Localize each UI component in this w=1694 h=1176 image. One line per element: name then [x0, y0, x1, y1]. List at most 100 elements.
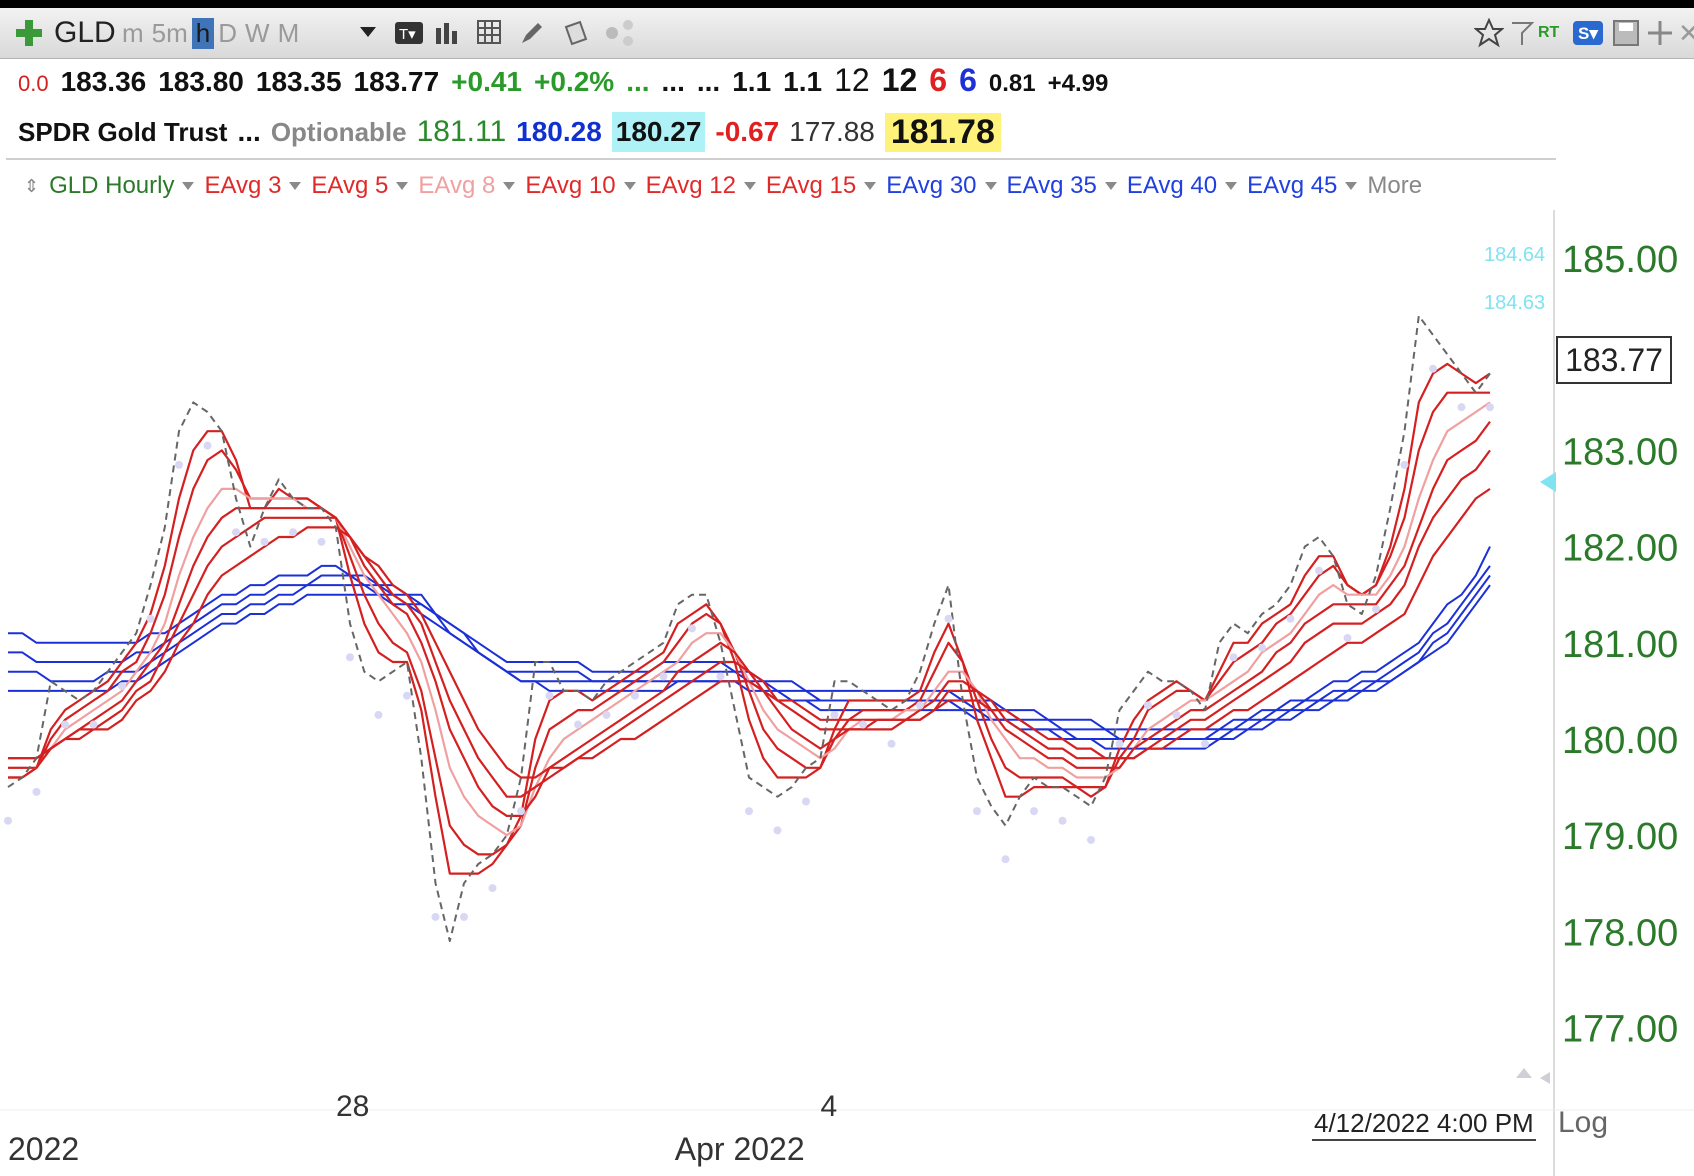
draw-pencil-icon[interactable]	[518, 16, 546, 50]
crosshair-date-label: 4/12/2022 4:00 PM	[1312, 1108, 1536, 1141]
favorite-star-icon[interactable]	[1474, 16, 1504, 50]
legend-more-button[interactable]: More	[1367, 172, 1423, 199]
open-value: 183.36	[60, 66, 147, 97]
legend-item-eavg[interactable]: EAvg 12	[646, 172, 756, 200]
legend-item-label: EAvg 8	[418, 172, 496, 199]
stat-value: 0.81	[988, 70, 1036, 97]
period-button[interactable]: W	[245, 17, 270, 48]
high-value: 183.80	[158, 66, 244, 97]
price-point	[916, 701, 924, 710]
price-point	[1286, 614, 1295, 623]
price-point	[1144, 701, 1152, 710]
chevron-down-icon[interactable]	[864, 182, 877, 190]
chart-window	[0, 8, 1694, 1176]
legend-item-label: EAvg 5	[311, 172, 389, 199]
period-button[interactable]: D	[218, 17, 238, 48]
y-tick-label: 179.00	[1562, 816, 1678, 858]
price-value-highlighted: 181.78	[884, 112, 1001, 152]
notes-icon[interactable]	[562, 16, 590, 50]
chevron-down-icon[interactable]	[984, 182, 997, 190]
period-button[interactable]: M	[277, 17, 300, 48]
ema-3-line	[8, 362, 1491, 875]
price-point	[802, 797, 810, 806]
drag-handle-icon[interactable]: ⇕	[24, 175, 40, 196]
chevron-down-icon[interactable]	[1345, 182, 1358, 190]
period-dropdown-icon[interactable]	[360, 16, 376, 50]
period-button[interactable]: m	[122, 17, 144, 48]
price-point	[1400, 460, 1409, 469]
price-point	[289, 528, 297, 537]
move-icon[interactable]	[1646, 16, 1674, 50]
legend-item-eavg[interactable]: EAvg 5	[311, 172, 409, 200]
legend-series-title[interactable]: ⇕ GLD Hourly	[24, 172, 195, 200]
price-chart[interactable]: 185.00 183.00 182.00 181.00 180.00 179.00 178.…	[0, 210, 1694, 1176]
chevron-down-icon[interactable]	[743, 182, 756, 190]
add-symbol-icon[interactable]	[14, 16, 44, 50]
legend-item-eavg[interactable]: EAvg 30	[886, 172, 997, 200]
price-point	[1058, 816, 1067, 825]
price-point	[146, 614, 155, 623]
legend-item-label: EAvg 35	[1006, 172, 1097, 199]
save-icon[interactable]	[1612, 16, 1640, 50]
legend-item-eavg[interactable]: EAvg 35	[1007, 172, 1117, 200]
streaming-s-icon[interactable]: S▾	[1572, 16, 1604, 50]
chevron-down-icon[interactable]	[1104, 182, 1117, 190]
price-point	[887, 739, 896, 748]
y-tick-label: 182.00	[1562, 528, 1678, 570]
price-point	[260, 537, 269, 546]
chevron-down-icon[interactable]	[396, 182, 409, 190]
period-button[interactable]: 5m	[151, 17, 188, 48]
price-point	[89, 720, 98, 729]
price-point	[1429, 364, 1437, 373]
period-button-selected[interactable]: h	[191, 17, 215, 49]
price-point	[1315, 566, 1323, 575]
share-icon[interactable]	[604, 16, 636, 50]
price-point	[830, 710, 839, 719]
last-price-tag: 183.77	[1556, 336, 1672, 384]
price-point	[574, 720, 582, 729]
bar-chart-icon[interactable]	[434, 16, 462, 50]
chevron-down-icon[interactable]	[623, 182, 636, 190]
change-small: 0.0	[18, 71, 49, 96]
price-point	[431, 912, 440, 921]
ema-15-line	[8, 487, 1491, 779]
grid-icon[interactable]	[476, 16, 504, 50]
price-point	[403, 691, 411, 700]
price-point	[1001, 855, 1010, 864]
symbol-label[interactable]: GLD	[54, 16, 116, 49]
legend-item-eavg[interactable]: EAvg 10	[525, 172, 636, 200]
dots-value: ...	[237, 116, 261, 147]
chevron-down-icon[interactable]	[182, 182, 195, 190]
price-change-value: -0.67	[715, 116, 780, 147]
ema-12-line	[8, 449, 1491, 798]
ema-30-line	[8, 546, 1491, 731]
svg-text:T▾: T▾	[399, 26, 416, 43]
x-period-label: 2022	[8, 1131, 79, 1167]
price-point	[488, 884, 497, 893]
dots-value: ...	[626, 66, 650, 97]
price-point	[1486, 403, 1494, 412]
x-tick-label: 28	[336, 1090, 369, 1123]
change-value: +0.41	[451, 66, 523, 97]
chevron-down-icon[interactable]	[289, 182, 302, 190]
legend-item-eavg[interactable]: EAvg 40	[1127, 172, 1238, 200]
legend-item-eavg[interactable]: EAvg 45	[1247, 172, 1358, 200]
chevron-down-icon[interactable]	[1225, 182, 1238, 190]
price-point	[659, 672, 668, 681]
log-scale-toggle[interactable]: Log	[1558, 1106, 1609, 1139]
ema-45-line	[8, 584, 1491, 750]
legend-item-eavg[interactable]: EAvg 8	[418, 172, 516, 200]
legend-item-eavg[interactable]: EAvg 3	[204, 172, 302, 200]
chevron-down-icon[interactable]	[503, 182, 516, 190]
security-name: SPDR Gold Trust	[18, 116, 228, 147]
chart-type-icon[interactable]: T▾	[394, 16, 424, 50]
price-point	[631, 691, 639, 700]
stat-value: 12	[834, 62, 870, 98]
period-selector: m 5m h D W M	[118, 16, 303, 50]
price-value: 177.88	[789, 116, 875, 147]
legend-item-eavg[interactable]: EAvg 15	[766, 172, 877, 200]
stat-value: 12	[881, 62, 918, 98]
realtime-icon[interactable]: RT	[1538, 24, 1560, 41]
alert-flag-icon[interactable]	[1510, 16, 1534, 50]
close-icon[interactable]: ✕	[1678, 17, 1694, 48]
